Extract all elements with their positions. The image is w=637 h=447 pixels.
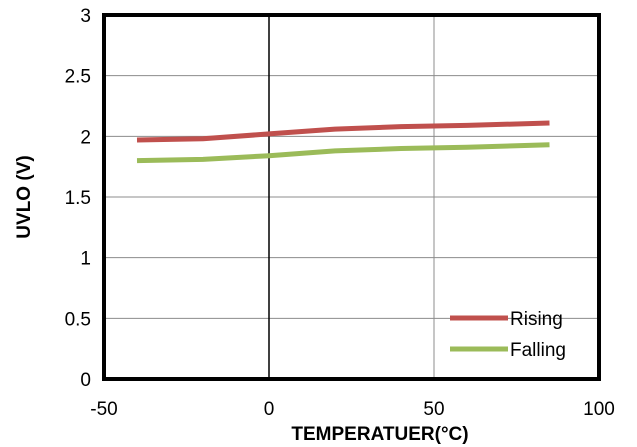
series-lines: [136, 120, 550, 164]
x-tick-label: 100: [583, 399, 615, 420]
grid-lines: [104, 15, 599, 379]
x-tick-label: -50: [90, 399, 117, 420]
plot-frame: [102, 13, 601, 381]
legend-label-rising: Rising: [510, 309, 563, 330]
y-tick-label: 1: [80, 249, 91, 270]
x-axis-title: TEMPERATUER(°C): [291, 424, 468, 445]
y-tick-label: 0.5: [65, 309, 91, 330]
y-tick-label: 0: [80, 370, 91, 391]
x-tick-labels: -50 0 50 100: [90, 399, 615, 420]
y-tick-label: 2: [80, 127, 91, 148]
y-tick-label: 2.5: [65, 67, 91, 88]
series-line-falling: [136, 142, 550, 164]
y-tick-label: 3: [80, 6, 91, 27]
x-tick-label: 50: [423, 399, 444, 420]
y-tick-label: 1.5: [65, 188, 91, 209]
series-line-rising: [136, 120, 550, 143]
y-axis-title: UVLO (V): [14, 155, 35, 238]
x-tick-label: 0: [264, 399, 275, 420]
legend-label-falling: Falling: [510, 340, 566, 361]
y-tick-labels: 0 0.5 1 1.5 2 2.5 3: [65, 6, 91, 391]
legend: Rising Falling: [450, 309, 566, 361]
